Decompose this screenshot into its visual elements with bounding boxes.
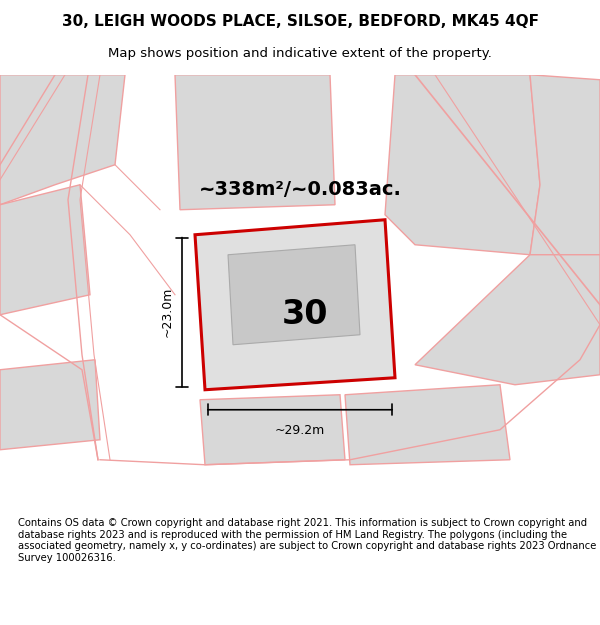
Polygon shape: [175, 75, 335, 210]
Polygon shape: [0, 185, 90, 315]
Text: ~338m²/~0.083ac.: ~338m²/~0.083ac.: [199, 180, 401, 199]
Polygon shape: [195, 220, 395, 390]
Polygon shape: [0, 75, 125, 205]
Polygon shape: [228, 245, 360, 345]
Polygon shape: [415, 255, 600, 385]
Text: 30: 30: [282, 298, 328, 331]
Polygon shape: [345, 385, 510, 465]
Text: ~29.2m: ~29.2m: [275, 424, 325, 437]
Polygon shape: [200, 395, 345, 465]
Polygon shape: [530, 75, 600, 255]
Text: 30, LEIGH WOODS PLACE, SILSOE, BEDFORD, MK45 4QF: 30, LEIGH WOODS PLACE, SILSOE, BEDFORD, …: [62, 14, 539, 29]
Text: Map shows position and indicative extent of the property.: Map shows position and indicative extent…: [108, 48, 492, 61]
Text: ~23.0m: ~23.0m: [161, 287, 174, 338]
Text: Contains OS data © Crown copyright and database right 2021. This information is : Contains OS data © Crown copyright and d…: [18, 518, 596, 563]
Polygon shape: [385, 75, 540, 255]
Polygon shape: [0, 360, 100, 450]
